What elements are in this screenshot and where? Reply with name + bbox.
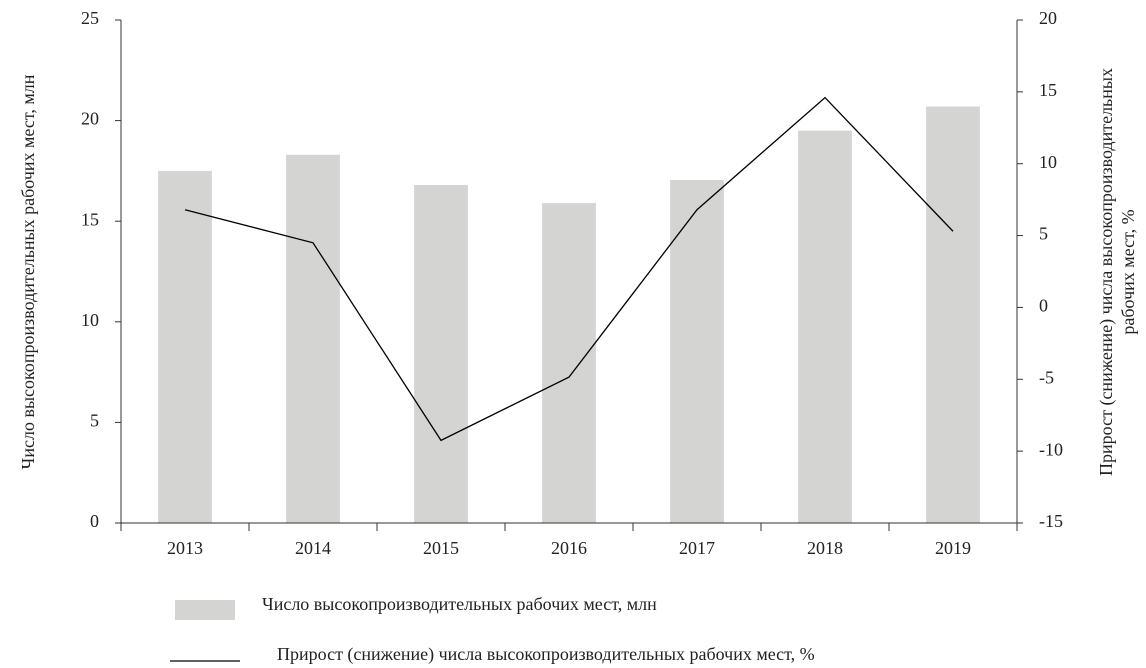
y-tick-label: 15 [81,209,99,229]
legend-label: Прирост (снижение) числа высокопроизводи… [277,644,815,665]
bar [926,106,980,524]
legend-swatch [175,600,235,620]
y2-axis-label: Прирост (снижение) числа высокопроизводи… [1096,68,1117,476]
y2-tick-label: 20 [1039,8,1057,28]
bar [542,203,596,524]
x-tick-label: 2015 [423,538,459,558]
y2-axis-label: рабочих мест, % [1118,209,1138,334]
bar [286,154,340,523]
y-tick-label: 10 [81,310,99,330]
x-tick-label: 2013 [167,538,203,558]
x-tick-label: 2017 [679,538,715,558]
y-axis-label: Число высокопроизводительных рабочих мес… [18,74,38,469]
x-tick-label: 2018 [807,538,843,558]
y-tick-label: 20 [81,109,99,129]
bar [414,184,468,523]
y2-tick-label: -5 [1039,367,1054,387]
x-tick-label: 2019 [935,538,971,558]
line [184,96,954,442]
x-tick-label: 2016 [551,538,587,558]
y2-tick-label: -15 [1039,511,1063,531]
bar [798,130,852,523]
bar [158,170,212,523]
y-tick-label: 25 [81,8,99,28]
x-tick-label: 2014 [295,538,331,558]
y2-tick-label: 5 [1039,224,1048,244]
bar [670,179,724,524]
y2-tick-label: 10 [1039,152,1057,172]
legend-label: Число высокопроизводительных рабочих мес… [262,594,657,614]
y2-tick-label: 0 [1039,296,1048,316]
y2-tick-label: -10 [1039,439,1063,459]
y-tick-label: 0 [90,511,99,531]
y-tick-label: 5 [90,411,99,431]
y2-tick-label: 15 [1039,80,1057,100]
